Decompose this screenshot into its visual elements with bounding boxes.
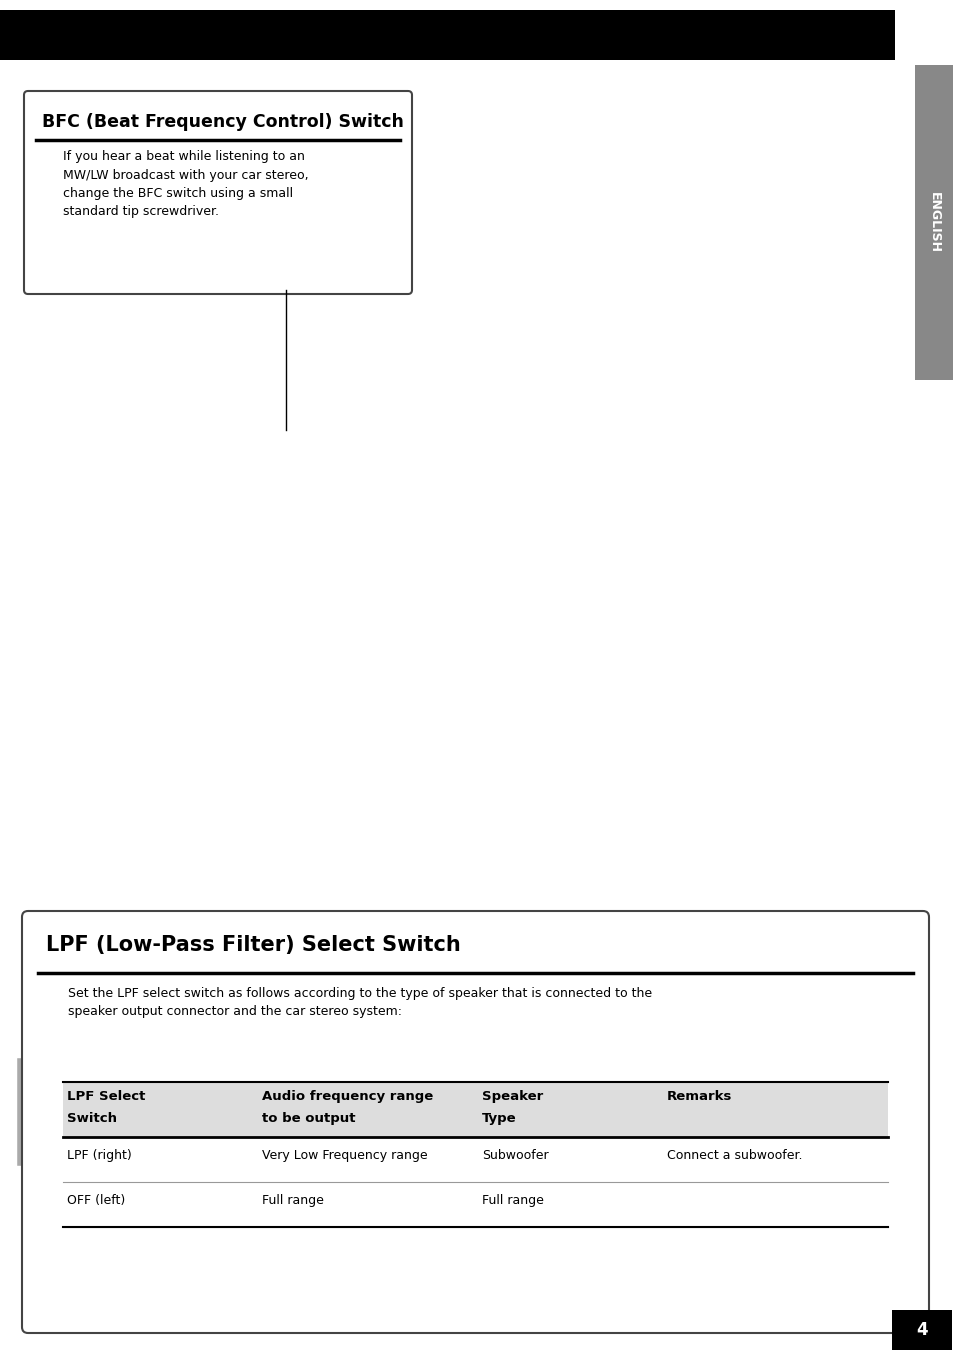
FancyBboxPatch shape	[24, 91, 412, 294]
Text: LPF Select: LPF Select	[67, 1089, 145, 1103]
Text: 4: 4	[915, 1321, 927, 1339]
Text: Switch: Switch	[67, 1112, 117, 1125]
Text: Type: Type	[481, 1112, 517, 1125]
Text: OFF (left): OFF (left)	[67, 1194, 125, 1207]
Text: Connect a subwoofer.: Connect a subwoofer.	[666, 1149, 801, 1163]
Text: BFC (Beat Frequency Control) Switch: BFC (Beat Frequency Control) Switch	[42, 112, 403, 131]
Text: If you hear a beat while listening to an
MW/LW broadcast with your car stereo,
c: If you hear a beat while listening to an…	[63, 150, 309, 218]
Text: Full range: Full range	[481, 1194, 543, 1207]
Text: Audio frequency range: Audio frequency range	[262, 1089, 433, 1103]
Text: Full range: Full range	[262, 1194, 323, 1207]
Text: LPF (right): LPF (right)	[67, 1149, 132, 1163]
Bar	[0, 9, 894, 60]
Bar	[891, 1310, 951, 1350]
Text: ENGLISH: ENGLISH	[927, 192, 940, 253]
Text: Remarks: Remarks	[666, 1089, 732, 1103]
FancyBboxPatch shape	[22, 911, 928, 1333]
Text: to be output: to be output	[262, 1112, 355, 1125]
Text: Set the LPF select switch as follows according to the type of speaker that is co: Set the LPF select switch as follows acc…	[68, 986, 652, 1019]
Text: Very Low Frequency range: Very Low Frequency range	[262, 1149, 427, 1163]
Text: LPF (Low-Pass Filter) Select Switch: LPF (Low-Pass Filter) Select Switch	[46, 935, 460, 955]
Text: Subwoofer: Subwoofer	[481, 1149, 548, 1163]
Bar	[914, 65, 953, 379]
Bar	[63, 1083, 887, 1137]
Text: Speaker: Speaker	[481, 1089, 542, 1103]
